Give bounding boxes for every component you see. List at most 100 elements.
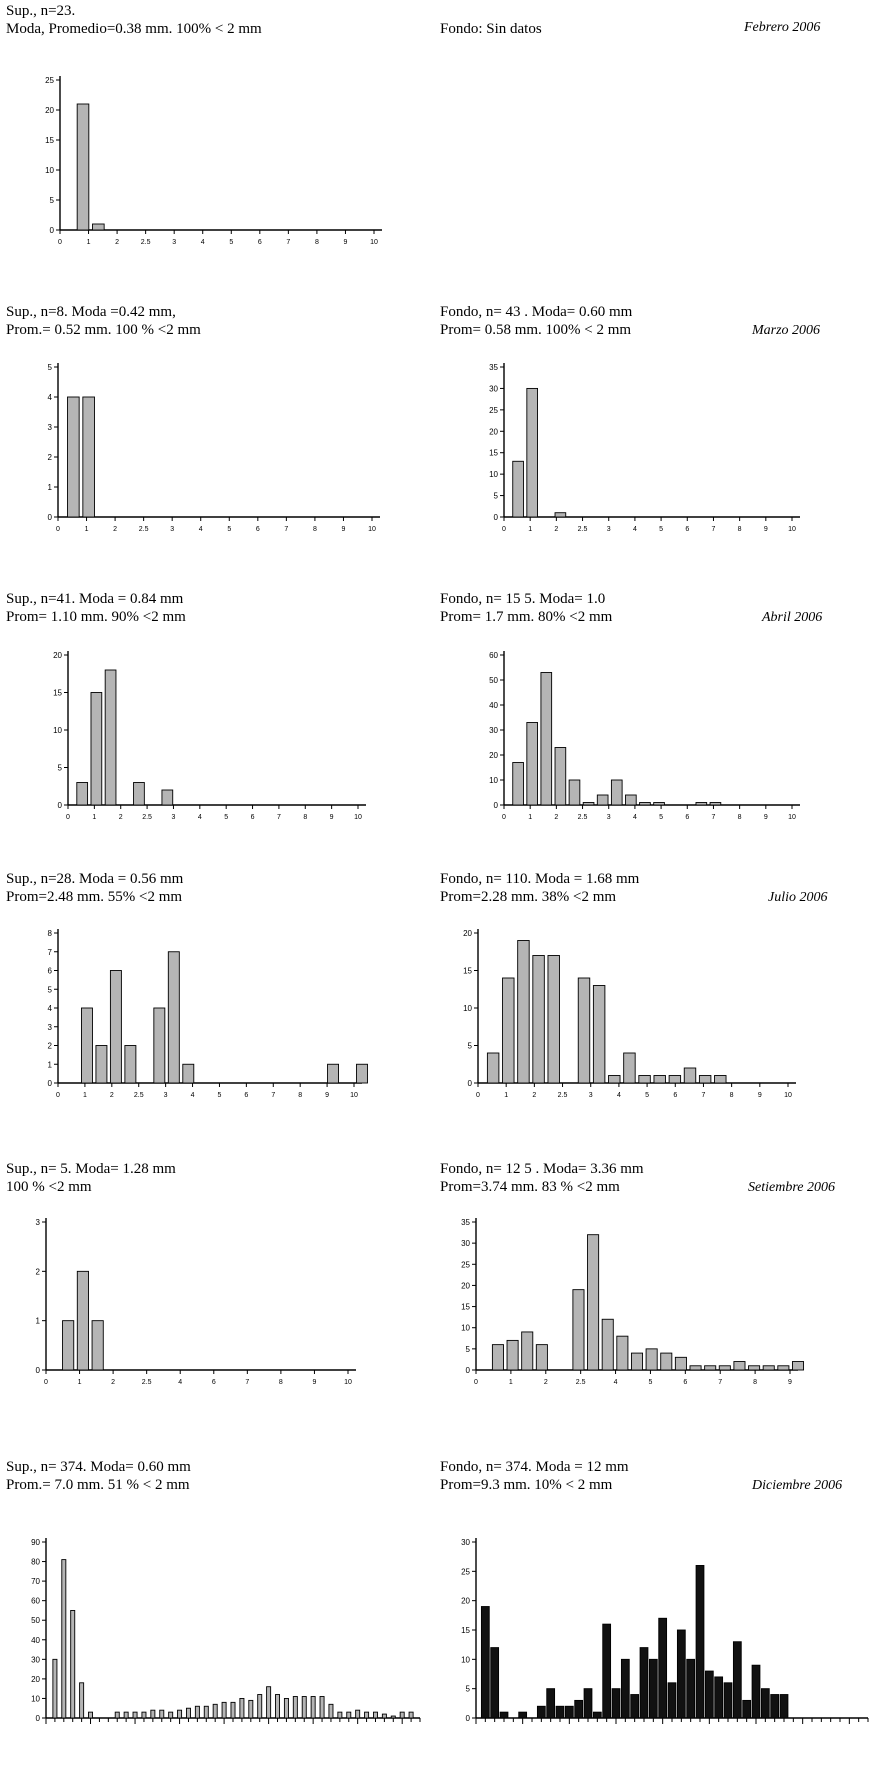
y-tick-label: 20	[31, 1675, 40, 1684]
x-tick-label: 6	[685, 526, 689, 533]
bar	[564, 1705, 574, 1719]
bar	[327, 1063, 339, 1084]
x-tick-label: 8	[315, 239, 319, 246]
bar	[221, 1701, 227, 1719]
bar	[480, 1606, 490, 1719]
x-tick-label: 2.5	[142, 1379, 152, 1386]
y-tick-label: 8	[48, 929, 53, 938]
x-tick-label: 0	[502, 526, 506, 533]
bar	[686, 1658, 696, 1719]
x-tick-label: 6	[673, 1092, 677, 1099]
bar	[526, 387, 538, 518]
bar	[596, 794, 609, 806]
bar	[67, 396, 80, 518]
y-tick-label: 10	[489, 776, 498, 785]
x-tick-label: 6	[683, 1379, 687, 1386]
y-tick-label: 0	[494, 801, 499, 810]
bar	[732, 1641, 742, 1719]
bar	[124, 1045, 137, 1084]
x-tick-label: 2	[110, 1092, 114, 1099]
y-tick-label: 2	[48, 1042, 53, 1051]
y-tick-label: 35	[489, 363, 498, 372]
bar	[568, 779, 581, 806]
mar-right-line1: Fondo, n= 43 . Moda= 0.60 mm	[440, 304, 633, 320]
bar	[517, 940, 530, 1084]
x-tick-label: 6	[256, 526, 260, 533]
bar	[518, 1711, 528, 1719]
y-tick-label: 15	[53, 689, 62, 698]
bar	[257, 1694, 263, 1719]
abr-right-line1: Fondo, n= 15 5. Moda= 1.0	[440, 591, 606, 607]
bar	[491, 1344, 504, 1371]
x-tick-label: 2.5	[576, 1379, 586, 1386]
x-tick-label: 9	[325, 1092, 329, 1099]
bar	[791, 1361, 805, 1371]
x-tick-label: 2	[115, 239, 119, 246]
y-tick-label: 0	[50, 226, 55, 235]
x-tick-label: 5	[659, 814, 663, 821]
bar	[104, 669, 117, 806]
bar	[81, 1007, 93, 1084]
x-tick-label: 2.5	[134, 1092, 144, 1099]
x-tick-label: 8	[738, 814, 742, 821]
x-tick-label: 2	[554, 814, 558, 821]
x-tick-label: 7	[712, 526, 716, 533]
x-tick-label: 8	[298, 1092, 302, 1099]
x-tick-label: 5	[229, 239, 233, 246]
bar	[554, 747, 567, 806]
y-tick-label: 3	[36, 1218, 41, 1227]
bar	[408, 1711, 414, 1719]
y-tick-label: 10	[53, 726, 62, 735]
bar	[328, 1703, 334, 1719]
jul-left-line2: Prom=2.48 mm. 55% <2 mm	[6, 889, 183, 905]
bar	[555, 1705, 565, 1719]
bar	[499, 1711, 509, 1719]
bar	[645, 1348, 658, 1371]
x-tick-label: 10	[370, 239, 378, 246]
bar	[70, 1609, 76, 1719]
y-tick-label: 50	[489, 676, 498, 685]
y-tick-label: 5	[466, 1685, 471, 1694]
x-tick-label: 1	[528, 814, 532, 821]
y-tick-label: 30	[489, 726, 498, 735]
bar	[638, 1075, 651, 1084]
x-tick-label: 0	[44, 1379, 48, 1386]
chart-abr-fondo: 0 10 20 30 40 50 60 0 1 2 2.5 3 4 5 6 7 8 9 10	[489, 651, 800, 821]
x-tick-label: 2.5	[142, 814, 152, 821]
x-tick-label: 2	[544, 1379, 548, 1386]
bar	[185, 1707, 191, 1719]
bar	[610, 779, 623, 806]
x-tick-label: 3	[164, 1092, 168, 1099]
bar	[301, 1696, 307, 1719]
x-tick-label: 10	[350, 1092, 358, 1099]
x-tick-label: 6	[685, 814, 689, 821]
bar	[61, 1559, 67, 1719]
bar	[709, 802, 722, 806]
dic-right-line1: Fondo, n= 374. Moda = 12 mm	[440, 1459, 629, 1475]
chart-feb-sup: 0 5 10 15 20 25 0 1 2 2.5 3 4 5 6 7 8 9 10	[45, 76, 382, 246]
bar	[611, 1688, 621, 1719]
bar	[337, 1711, 343, 1719]
x-tick-label: 0	[502, 814, 506, 821]
x-tick-label: 10	[784, 1092, 792, 1099]
y-tick-label: 10	[489, 470, 498, 479]
bar	[150, 1709, 156, 1719]
month-label-jul: Julio 2006	[768, 890, 828, 905]
x-tick-label: 1	[87, 239, 91, 246]
bar	[639, 802, 651, 806]
bar	[159, 1709, 165, 1719]
x-tick-label: 3	[607, 526, 611, 533]
bar	[239, 1697, 245, 1719]
x-tick-label: 8	[738, 526, 742, 533]
y-tick-label: 10	[461, 1655, 470, 1664]
bar	[346, 1711, 352, 1719]
bar	[554, 512, 567, 518]
y-tick-label: 20	[461, 1281, 470, 1290]
x-tick-label: 0	[56, 1092, 60, 1099]
y-tick-label: 10	[463, 1004, 472, 1013]
x-tick-label: 2	[111, 1379, 115, 1386]
set-right-line2: Prom=3.74 mm. 83 % <2 mm	[440, 1179, 620, 1195]
y-tick-label: 5	[48, 363, 53, 372]
bar	[82, 396, 95, 518]
chart-set-fondo: 0 5 10 15 20 25 30 35 0 1 2 2.5 4 5 6 7 8 9	[461, 1218, 805, 1386]
